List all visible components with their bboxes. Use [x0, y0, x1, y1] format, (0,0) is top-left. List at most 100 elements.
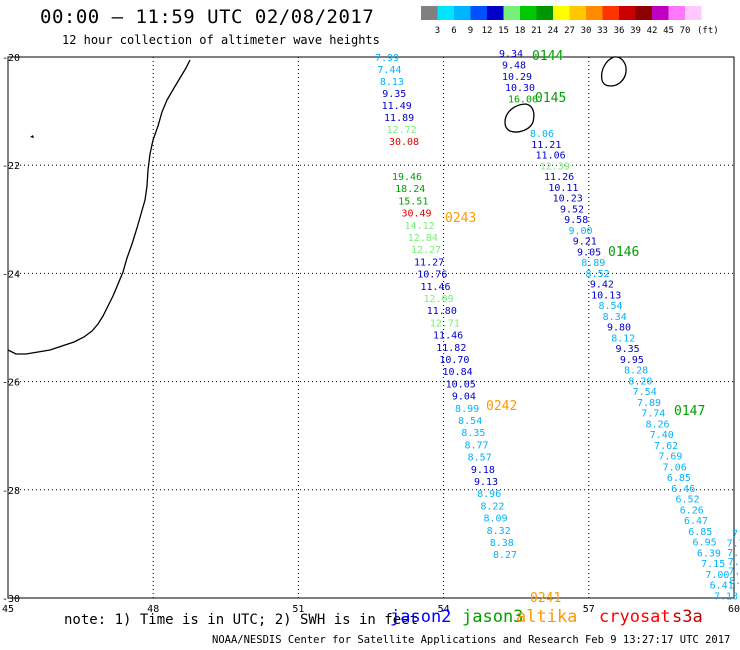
legend-label: altika	[516, 607, 578, 627]
credit-line: NOAA/NESDIS Center for Satellite Applica…	[212, 634, 731, 646]
colorbar-swatch	[553, 6, 570, 20]
madagascar-coastline	[7, 59, 191, 355]
swh-value-label: 7.00	[705, 570, 729, 581]
swh-value-label: 10.23	[553, 194, 583, 205]
colorbar-swatch	[619, 6, 636, 20]
swh-value-label: 19.46	[392, 172, 422, 183]
legend-jason2: jason2	[390, 607, 451, 627]
swh-value-label: 9.52	[560, 204, 584, 215]
swh-value-label: 11.26	[544, 172, 574, 183]
colorbar-swatch	[421, 6, 438, 20]
swh-value-label: 30.08	[389, 137, 419, 148]
swh-value-label: 12.09	[424, 294, 454, 305]
pass-id-label: 0146	[608, 245, 639, 260]
colorbar-swatch	[668, 6, 685, 20]
swh-value-label: 9.80	[607, 323, 631, 334]
colorbar-swatch	[652, 6, 669, 20]
swh-value-label: 6.46	[671, 484, 695, 495]
swh-value-label: 7	[732, 529, 738, 540]
mauritius-island	[600, 56, 627, 87]
swh-value-label: 10.84	[443, 367, 473, 378]
swh-value-label: 7.62	[654, 441, 678, 452]
swh-value-label: 7.15	[701, 559, 725, 570]
swh-value-label: 6.26	[680, 505, 704, 516]
legend-altika: altika	[516, 607, 577, 627]
swh-value-label: 6.39	[697, 548, 721, 559]
swh-value-label: 7.7	[727, 548, 740, 559]
colorbar-swatch	[454, 6, 471, 20]
swh-value-label: 7.18	[714, 591, 738, 602]
chart-subtitle: 12 hour collection of altimeter wave hei…	[62, 33, 380, 47]
swh-value-label: 8.12	[611, 333, 635, 344]
footer-note: note: 1) Time is in UTC; 2) SWH is in fe…	[64, 612, 419, 628]
swh-value-label: 12.27	[411, 245, 441, 256]
swh-value-label: 8.09	[483, 514, 507, 525]
swh-value-label: 6.52	[675, 495, 699, 506]
swh-value-label: 11.82	[436, 343, 466, 354]
pass-id-label: 0243	[445, 211, 476, 226]
swh-value-label: 9.34	[499, 49, 523, 60]
colorbar-swatch	[487, 6, 504, 20]
swh-value-label: 7.9	[728, 567, 740, 578]
lat-tick-label: -26	[2, 378, 20, 389]
swh-value-label: 8.26	[645, 419, 669, 430]
lat-tick-label: -24	[2, 269, 20, 280]
pass-id-label: 0147	[674, 404, 705, 419]
lon-tick-label: 48	[147, 604, 159, 615]
swh-value-label: 12.39	[540, 161, 570, 172]
colorbar-swatch	[569, 6, 586, 20]
colorbar-tick-label: 21	[531, 26, 542, 36]
swh-value-label: 7.3	[728, 557, 740, 568]
colorbar-tick-label: 30	[581, 26, 592, 36]
swh-value-label: 8.89	[581, 258, 605, 269]
swh-value-label: 10.29	[502, 72, 532, 83]
swh-value-label: 11.80	[427, 306, 457, 317]
swh-value-label: 8.28	[624, 366, 648, 377]
colorbar-tick-label: 42	[647, 26, 658, 36]
swh-value-label: 9.42	[590, 280, 614, 291]
swh-value-label: 7.44	[377, 65, 401, 76]
lat-tick-label: -20	[2, 53, 20, 64]
small-island	[30, 135, 34, 138]
swh-value-label: 9.58	[564, 215, 588, 226]
swh-value-label: 9.05	[577, 247, 601, 258]
swh-value-label: 11.27	[414, 257, 444, 268]
colorbar: 3 6 9 12 15 18 21 24 27 30 33 36 39 42 45 70 (ft)	[421, 6, 719, 36]
swh-value-label: 7.99	[375, 53, 399, 64]
swh-value-label: 8.27	[493, 550, 517, 561]
swh-value-label: 7.40	[650, 430, 674, 441]
lon-tick-label: 54	[438, 604, 450, 615]
swh-value-label: 12.71	[430, 318, 460, 329]
colorbar-tick-label: 33	[597, 26, 608, 36]
swh-value-label: 7.7	[727, 538, 740, 549]
colorbar-tick-label: 39	[630, 26, 641, 36]
swh-value-label: 6.41	[710, 581, 734, 592]
swh-value-label: 9.95	[620, 355, 644, 366]
legend-label: s3a	[672, 607, 703, 627]
swh-value-label: 9.13	[474, 477, 498, 488]
pass-id-label: 0145	[535, 91, 566, 106]
lon-tick-label: 57	[583, 604, 595, 615]
lon-tick-label: 45	[2, 604, 14, 615]
swh-value-label: 8.32	[487, 526, 511, 537]
swh-value-label: 8.57	[468, 453, 492, 464]
swh-value-label: 8.99	[455, 404, 479, 415]
colorbar-tick-label: 12	[482, 26, 493, 36]
lat-tick-label: -30	[2, 594, 20, 605]
swh-value-label: 7.54	[633, 387, 657, 398]
plot-frame	[7, 56, 735, 599]
legend-jason3: jason3	[462, 607, 523, 627]
swh-value-label: 8.54	[598, 301, 622, 312]
swh-value-label: 8.20	[628, 376, 652, 387]
lat-tick-label: -22	[2, 161, 20, 172]
legend-label: jason3	[462, 607, 524, 627]
legend-label: cryosat	[599, 607, 671, 627]
legend-cryosat: cryosat	[599, 607, 671, 627]
swh-value-label: 9.35	[382, 89, 406, 100]
colorbar-swatch	[602, 6, 619, 20]
swh-value-label: 7.06	[663, 462, 687, 473]
swh-value-label: 7.74	[641, 409, 665, 420]
swh-value-label: 15.51	[398, 196, 428, 207]
lon-tick-label: 51	[292, 604, 304, 615]
swh-value-label: 8.77	[464, 440, 488, 451]
